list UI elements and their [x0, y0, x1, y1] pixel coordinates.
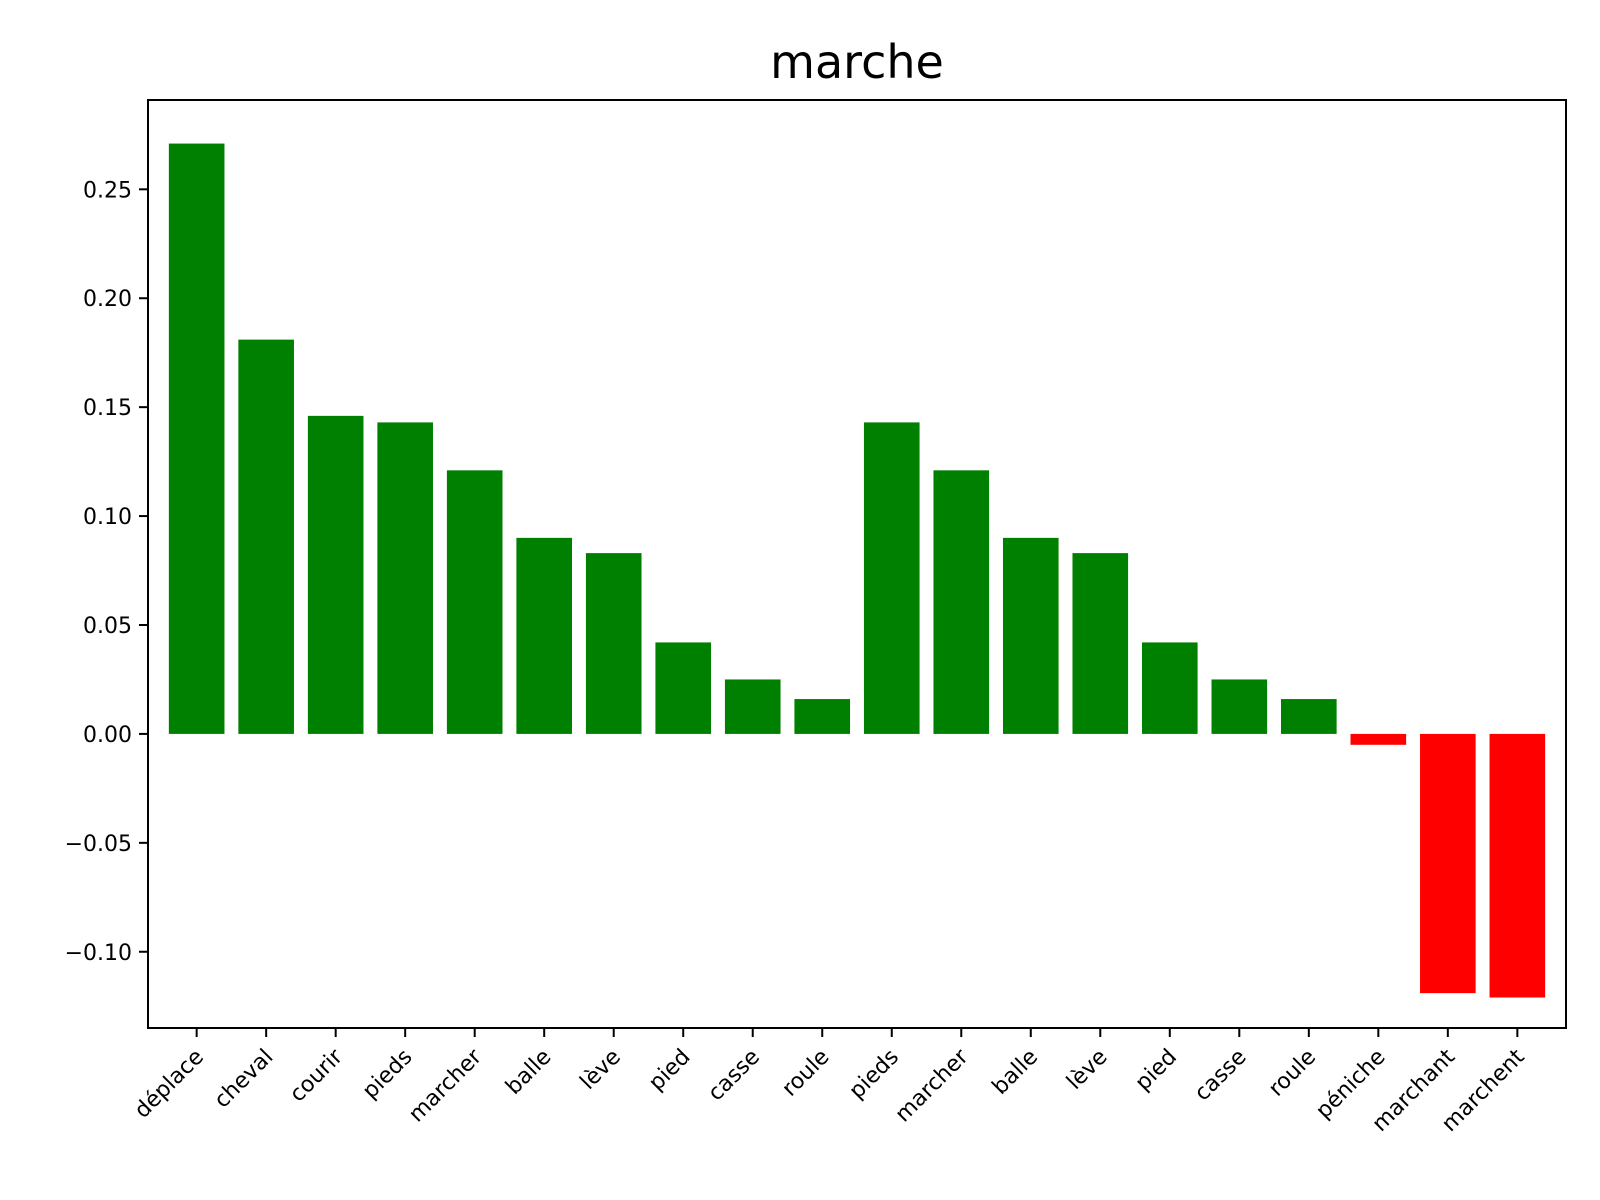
bar-13 — [1072, 553, 1129, 734]
bar-4 — [446, 470, 503, 734]
y-axis: −0.10 −0.05 0.00 0.05 0.10 0.15 0.20 0.25 — [65, 178, 148, 966]
y-tick-label: 0.00 — [83, 723, 132, 748]
y-tick-label: −0.10 — [65, 941, 132, 966]
bar-3 — [377, 422, 433, 734]
y-tick-label: −0.05 — [65, 832, 132, 857]
bar-0 — [168, 143, 225, 734]
x-tick-label: courir — [285, 1044, 348, 1107]
bar-18 — [1420, 733, 1476, 994]
bar-2 — [307, 415, 364, 734]
x-tick-label: pieds — [845, 1045, 904, 1104]
bar-6 — [585, 553, 642, 734]
bar-15 — [1211, 679, 1268, 734]
x-tick-label: casse — [703, 1045, 765, 1107]
x-tick-label: pied — [644, 1045, 695, 1096]
x-tick-label: déplace — [130, 1045, 209, 1124]
bar-5 — [516, 537, 573, 734]
bar-11 — [933, 470, 990, 734]
x-tick-label: casse — [1190, 1045, 1252, 1107]
bars-group — [168, 143, 1546, 998]
x-tick-label: lève — [576, 1045, 626, 1095]
x-tick-label: pied — [1131, 1045, 1182, 1096]
bar-1 — [238, 339, 294, 734]
x-tick-label: lève — [1062, 1045, 1112, 1095]
x-tick-label: balle — [501, 1045, 556, 1100]
bar-19 — [1489, 733, 1546, 998]
bar-14 — [1141, 642, 1198, 734]
x-tick-label: marcher — [404, 1044, 487, 1127]
x-tick-label: balle — [988, 1045, 1043, 1100]
bar-9 — [794, 699, 851, 734]
bar-7 — [655, 642, 712, 734]
y-tick-label: 0.10 — [83, 505, 132, 530]
bar-10 — [863, 422, 920, 734]
x-tick-label: pieds — [358, 1045, 417, 1104]
plot-frame — [147, 99, 1567, 1029]
y-tick-label: 0.25 — [83, 178, 132, 203]
y-tick-label: 0.05 — [83, 614, 132, 639]
y-tick-label: 0.15 — [83, 396, 132, 421]
bar-17 — [1350, 733, 1407, 745]
bar-12 — [1002, 537, 1059, 734]
x-tick-label: cheval — [210, 1045, 279, 1114]
bar-16 — [1281, 699, 1337, 734]
bar-8 — [724, 679, 781, 734]
y-tick-label: 0.20 — [83, 287, 132, 312]
x-tick-label: marcher — [891, 1044, 974, 1127]
chart-title: marche — [770, 35, 944, 89]
x-tick-label: roule — [777, 1045, 834, 1102]
x-tick-label: roule — [1264, 1045, 1321, 1102]
